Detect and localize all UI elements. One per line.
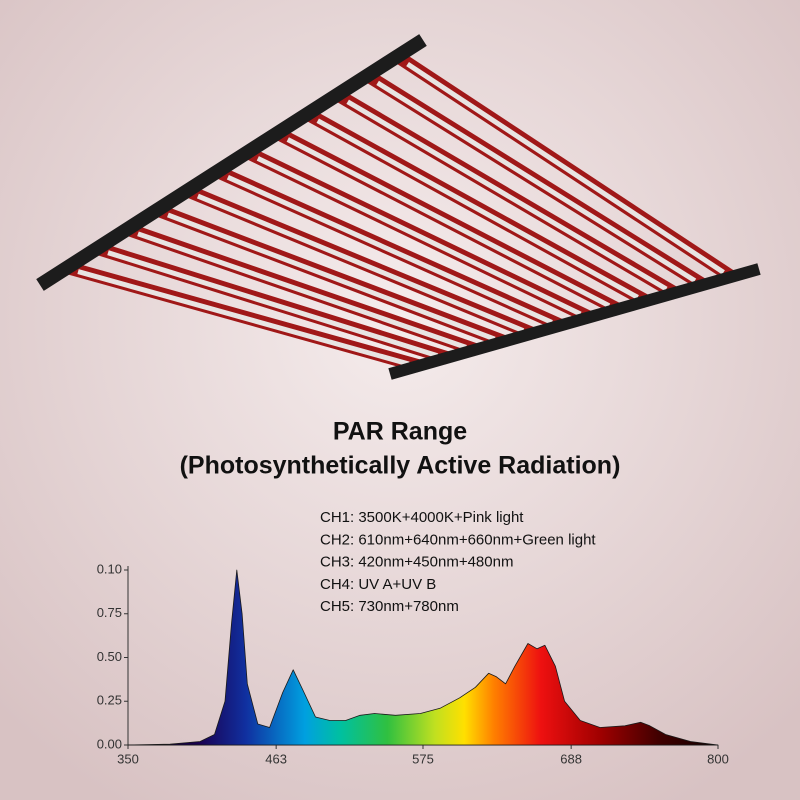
chart: CH1: 3500K+4000K+Pink light CH2: 610nm+64…	[97, 509, 729, 766]
channel-label: CH4: UV A+UV B	[320, 576, 436, 593]
frame-bar	[388, 263, 761, 380]
led-strip	[316, 118, 639, 300]
led-strip	[346, 99, 668, 292]
led-strip	[77, 269, 410, 367]
led-strip	[256, 156, 582, 317]
subtitle: (Photosynthetically Active Radiation)	[180, 452, 621, 480]
y-tick-label: 0.75	[97, 605, 122, 620]
x-tick-label: 688	[560, 751, 582, 766]
led-strip	[286, 137, 611, 308]
led-strip	[137, 231, 467, 350]
spectrum-area	[127, 569, 719, 746]
channel-label: CH2: 610nm+640nm+660nm+Green light	[320, 531, 596, 548]
y-tick-label: 0.00	[97, 736, 122, 751]
title: PAR Range	[333, 418, 467, 446]
led-strip	[107, 250, 439, 359]
x-tick-label: 350	[117, 751, 139, 766]
y-tick-label: 0.50	[97, 649, 122, 664]
led-strip	[167, 212, 496, 342]
frame-bar	[36, 34, 427, 291]
x-tick-label: 575	[412, 751, 434, 766]
channel-label: CH5: 730nm+780nm	[320, 598, 459, 615]
y-tick-label: 0.10	[97, 561, 122, 576]
channel-label: CH1: 3500K+4000K+Pink light	[320, 509, 524, 526]
y-tick-label: 0.25	[97, 693, 122, 708]
channel-label: CH3: 420nm+450nm+480nm	[320, 554, 513, 571]
led-strip	[376, 80, 697, 283]
led-strip	[226, 174, 553, 325]
x-tick-label: 800	[707, 751, 729, 766]
grow-light	[36, 34, 761, 380]
led-strip	[406, 61, 725, 275]
led-strip	[196, 193, 525, 334]
x-tick-label: 463	[265, 751, 287, 766]
